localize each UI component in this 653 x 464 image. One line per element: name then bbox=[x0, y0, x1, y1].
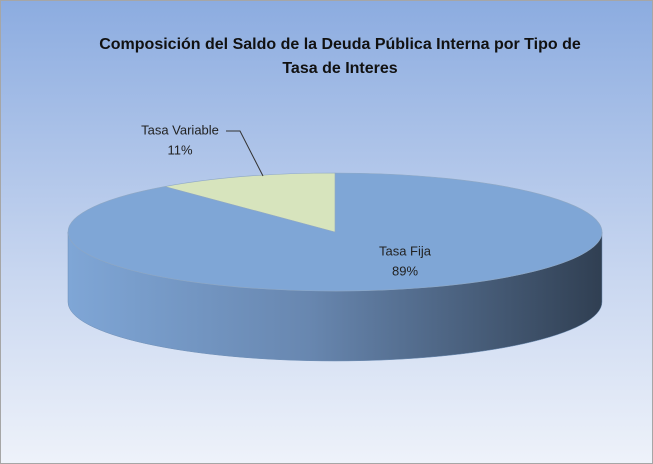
data-label-value: 11% bbox=[167, 142, 192, 157]
data-label-value: 89% bbox=[392, 263, 418, 278]
leader-line bbox=[226, 130, 264, 177]
data-label-category: Tasa Variable bbox=[141, 122, 219, 137]
data-label-category: Tasa Fija bbox=[379, 243, 432, 258]
slice bbox=[164, 172, 336, 233]
chart-title: Composición del Saldo de la Deuda Públic… bbox=[99, 36, 581, 77]
